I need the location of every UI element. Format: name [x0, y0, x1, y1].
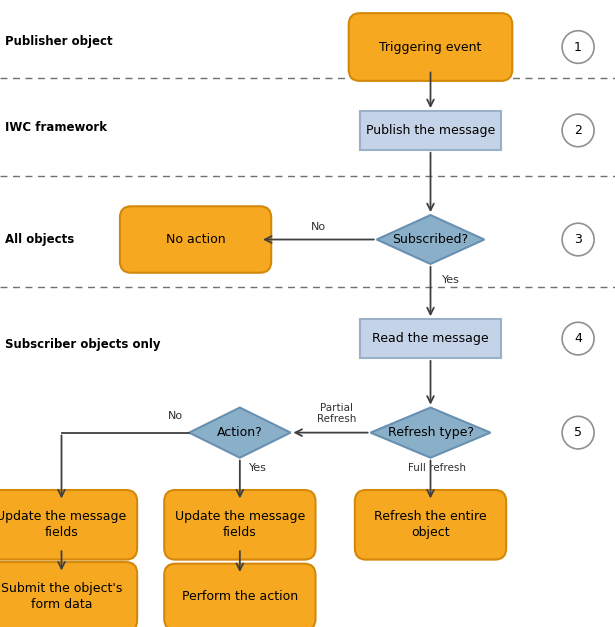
Text: Subscriber objects only: Subscriber objects only: [5, 339, 161, 351]
Text: Publisher object: Publisher object: [5, 35, 113, 48]
Polygon shape: [370, 408, 491, 458]
Text: Full refresh: Full refresh: [408, 463, 466, 473]
FancyBboxPatch shape: [0, 562, 137, 627]
Text: Submit the object's
form data: Submit the object's form data: [1, 582, 122, 611]
Text: Update the message
fields: Update the message fields: [175, 510, 305, 539]
Text: No: No: [168, 411, 183, 421]
Text: Read the message: Read the message: [372, 332, 489, 345]
Text: Subscribed?: Subscribed?: [392, 233, 469, 246]
Text: Action?: Action?: [217, 426, 263, 439]
Text: 2: 2: [574, 124, 582, 137]
FancyBboxPatch shape: [120, 206, 271, 273]
Bar: [360, 319, 501, 358]
Text: 4: 4: [574, 332, 582, 345]
Text: No: No: [311, 222, 326, 232]
Text: Refresh type?: Refresh type?: [387, 426, 474, 439]
Text: Update the message
fields: Update the message fields: [0, 510, 127, 539]
Polygon shape: [376, 215, 485, 264]
Circle shape: [562, 322, 594, 355]
Text: Refresh the entire
object: Refresh the entire object: [374, 510, 487, 539]
Text: No action: No action: [166, 233, 225, 246]
FancyBboxPatch shape: [349, 13, 512, 81]
Text: IWC framework: IWC framework: [5, 122, 107, 134]
Bar: [360, 111, 501, 150]
Text: All objects: All objects: [5, 233, 74, 246]
Text: Perform the action: Perform the action: [182, 591, 298, 603]
Text: Yes: Yes: [249, 463, 267, 473]
FancyBboxPatch shape: [355, 490, 506, 559]
Text: 1: 1: [574, 41, 582, 53]
Circle shape: [562, 31, 594, 63]
FancyBboxPatch shape: [164, 564, 315, 627]
Text: Yes: Yes: [442, 275, 459, 285]
Circle shape: [562, 416, 594, 449]
Circle shape: [562, 223, 594, 256]
Polygon shape: [189, 408, 291, 458]
FancyBboxPatch shape: [0, 490, 137, 559]
Text: 5: 5: [574, 426, 582, 439]
Text: 3: 3: [574, 233, 582, 246]
Text: Publish the message: Publish the message: [366, 124, 495, 137]
Text: Triggering event: Triggering event: [379, 41, 482, 53]
Text: Partial
Refresh: Partial Refresh: [317, 403, 357, 424]
Circle shape: [562, 114, 594, 147]
FancyBboxPatch shape: [164, 490, 315, 559]
